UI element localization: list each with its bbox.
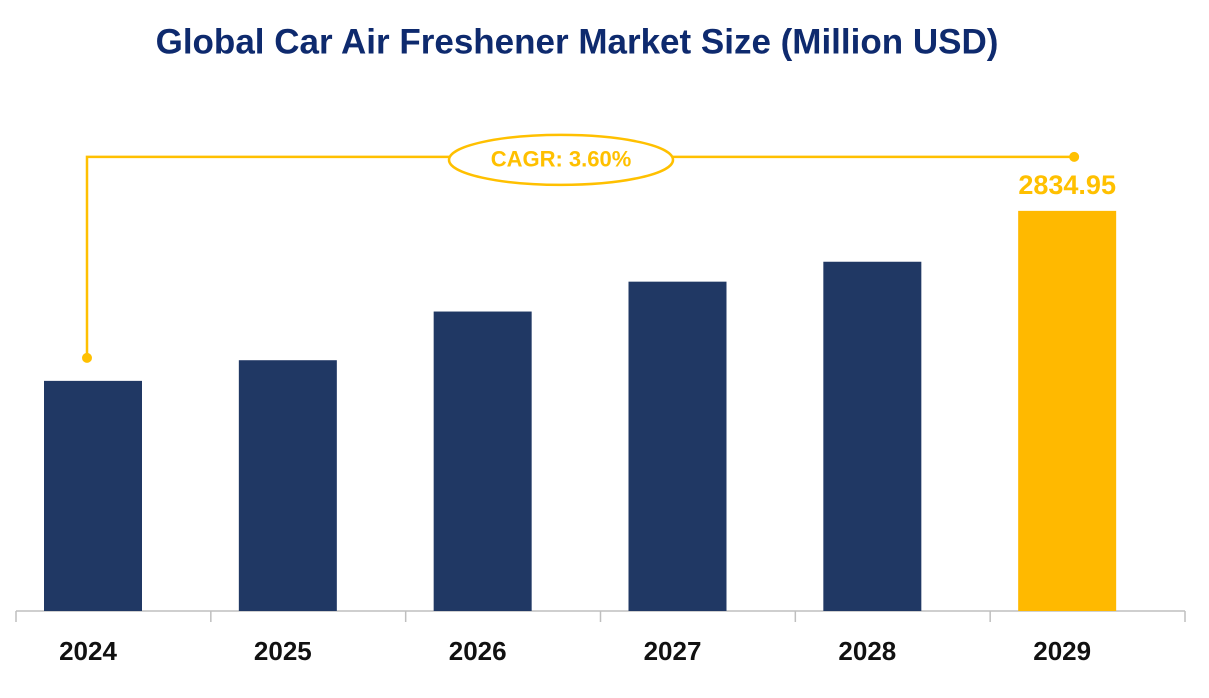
x-tick-label: 2029	[1033, 636, 1091, 666]
x-tick-label: 2027	[644, 636, 702, 666]
bar	[1018, 210, 1117, 612]
x-tick-label: 2028	[838, 636, 896, 666]
x-tick-label: 2025	[254, 636, 312, 666]
bar	[823, 261, 922, 611]
bracket-dot	[1069, 151, 1080, 162]
cagr-bracket	[85, 155, 1075, 358]
x-tick-label: 2026	[449, 636, 507, 666]
value-label: 2834.95	[1018, 170, 1116, 200]
cagr-label: CAGR: 3.60%	[491, 147, 632, 172]
bar	[44, 380, 142, 611]
bar	[628, 281, 727, 611]
cagr-bubble	[447, 133, 675, 187]
bracket-dot	[82, 352, 92, 363]
bar	[433, 311, 532, 611]
chart-title: Global Car Air Freshener Market Size (Mi…	[156, 22, 999, 61]
bar	[238, 360, 337, 611]
x-tick-label: 2024	[59, 636, 117, 666]
